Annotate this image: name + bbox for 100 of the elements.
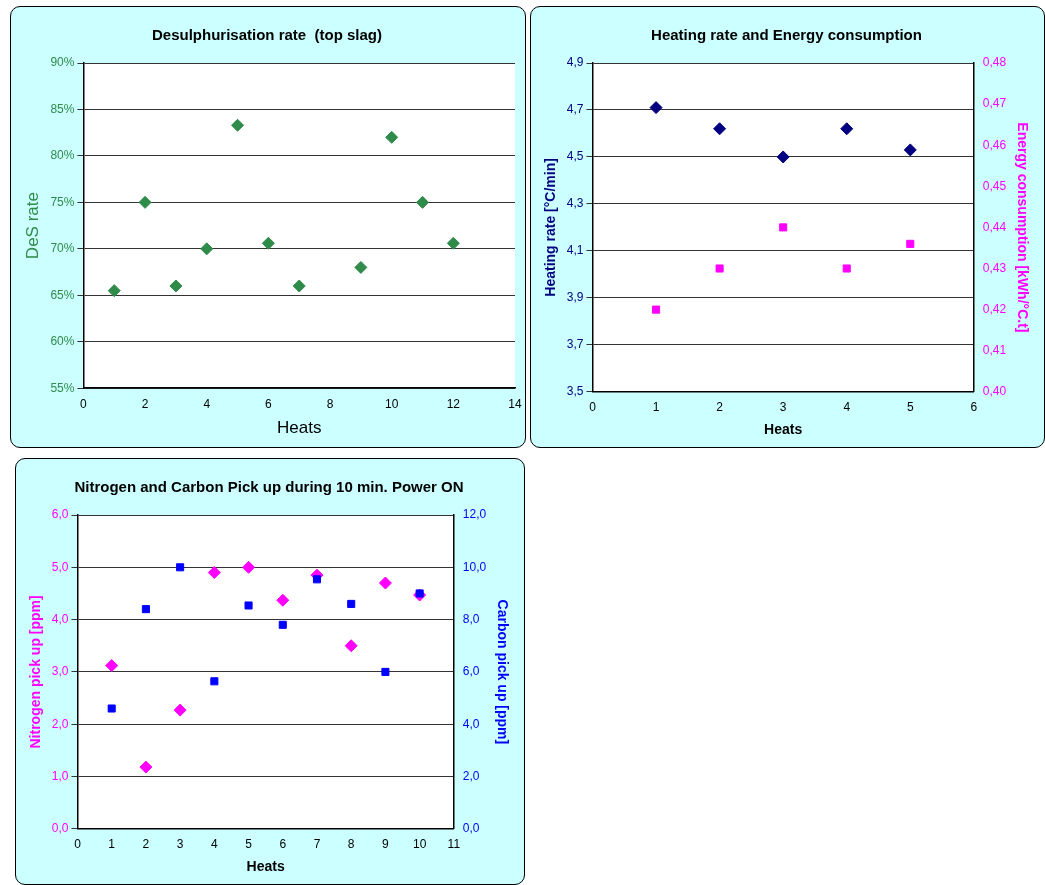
y-tick-label: 4,9 (566, 55, 584, 70)
y-tick-label: 60% (50, 334, 75, 349)
point (381, 667, 390, 676)
point (903, 143, 917, 157)
y-tick-label: 1,0 (51, 768, 69, 783)
point (344, 639, 358, 653)
y2-tick-label: 0,45 (982, 178, 1007, 193)
x-tick-label: 5 (245, 837, 253, 852)
point (107, 284, 121, 298)
y-tick-label: 90% (50, 55, 75, 70)
point (840, 122, 854, 136)
y2-tick-label: 4,0 (462, 716, 480, 731)
x-tick-label: 0 (74, 837, 82, 852)
chart-title: Heating rate and Energy consumption (651, 26, 922, 44)
y-tick-label: 2,0 (51, 716, 69, 731)
point (347, 599, 356, 608)
y2-tick-label: 0,40 (982, 384, 1007, 399)
x-tick-label: 12 (446, 396, 461, 411)
y2-tick-label: 0,47 (982, 96, 1007, 111)
x-axis-title: Heats (764, 421, 803, 438)
x-tick-label: 0 (80, 396, 88, 411)
point (261, 236, 275, 250)
x-axis-title: Heats (246, 858, 285, 875)
x-tick-label: 5 (906, 400, 914, 415)
y-tick-label: 80% (50, 148, 75, 163)
x-tick-label: 10 (412, 837, 427, 852)
point (169, 279, 183, 293)
point (415, 589, 424, 598)
point (210, 677, 219, 686)
point (652, 305, 661, 314)
point (378, 576, 392, 590)
y-tick-label: 3,5 (566, 384, 584, 399)
y-tick-label: 5,0 (51, 559, 69, 574)
point (107, 704, 116, 713)
point (292, 279, 306, 293)
point (139, 760, 153, 774)
point (173, 703, 187, 717)
x-tick-label: 9 (382, 837, 390, 852)
y2-tick-label: 0,43 (982, 260, 1007, 275)
x-tick-label: 3 (779, 400, 787, 415)
x-tick-label: 6 (970, 400, 978, 415)
y2-tick-label: 0,41 (982, 343, 1007, 358)
y-tick-label: 4,3 (566, 196, 584, 211)
y2-tick-label: 6,0 (462, 664, 480, 679)
y2-tick-label: 12,0 (462, 507, 487, 522)
y-tick-label: 0,0 (51, 821, 69, 836)
point (231, 118, 245, 132)
y-tick-label: 3,0 (51, 664, 69, 679)
point (176, 563, 185, 572)
y-tick-label: 55% (50, 380, 75, 395)
x-tick-label: 6 (279, 837, 287, 852)
point (385, 130, 399, 144)
y-tick-label: 75% (50, 194, 75, 209)
x-tick-label: 11 (447, 837, 461, 852)
x-tick-label: 7 (313, 837, 321, 852)
x-tick-label: 14 (508, 396, 522, 411)
point (416, 195, 430, 209)
point (242, 560, 256, 574)
x-tick-label: 4 (211, 837, 218, 852)
y-axis-title: Nitrogen pick up [ppm] (27, 595, 44, 749)
x-tick-label: 1 (652, 400, 660, 415)
chart-title: Desulphurisation rate (top slag) (151, 26, 383, 44)
y2-tick-label: 0,0 (462, 821, 480, 836)
point (276, 593, 290, 607)
x-tick-label: 3 (176, 837, 184, 852)
x-tick-label: 10 (385, 396, 399, 411)
point (244, 601, 253, 610)
y2-tick-label: 8,0 (462, 611, 480, 626)
y2-tick-label: 10,0 (462, 559, 487, 574)
point (105, 659, 119, 673)
y2-tick-label: 0,48 (982, 55, 1007, 70)
x-tick-label: 4 (843, 400, 851, 415)
point (906, 239, 915, 248)
point (200, 242, 214, 256)
x-tick-label: 0 (589, 400, 597, 415)
y2-tick-label: 2,0 (462, 768, 480, 783)
y2-tick-label: 0,42 (982, 301, 1007, 316)
y-tick-label: 3,7 (566, 337, 584, 352)
x-tick-label: 8 (326, 396, 334, 411)
y-tick-label: 6,0 (51, 507, 69, 522)
point (713, 122, 727, 136)
x-tick-label: 8 (347, 837, 355, 852)
x-tick-label: 1 (108, 837, 116, 852)
x-tick-label: 2 (141, 396, 149, 411)
y2-tick-label: 0,46 (982, 137, 1007, 152)
point (354, 260, 368, 274)
y2-axis-title: Carbon pick up [ppm] (494, 599, 511, 745)
point (446, 236, 460, 250)
y2-tick-label: 0,44 (982, 219, 1007, 234)
x-tick-label: 6 (265, 396, 273, 411)
y-tick-label: 85% (50, 101, 75, 116)
point (842, 264, 851, 273)
y-axis-title: Heating rate [°C/min] (542, 158, 559, 297)
point (776, 150, 790, 164)
y-tick-label: 4,5 (566, 149, 584, 164)
point (278, 620, 287, 629)
y-tick-label: 4,0 (51, 611, 69, 626)
point (715, 264, 724, 273)
point (649, 101, 663, 115)
point (141, 605, 150, 614)
